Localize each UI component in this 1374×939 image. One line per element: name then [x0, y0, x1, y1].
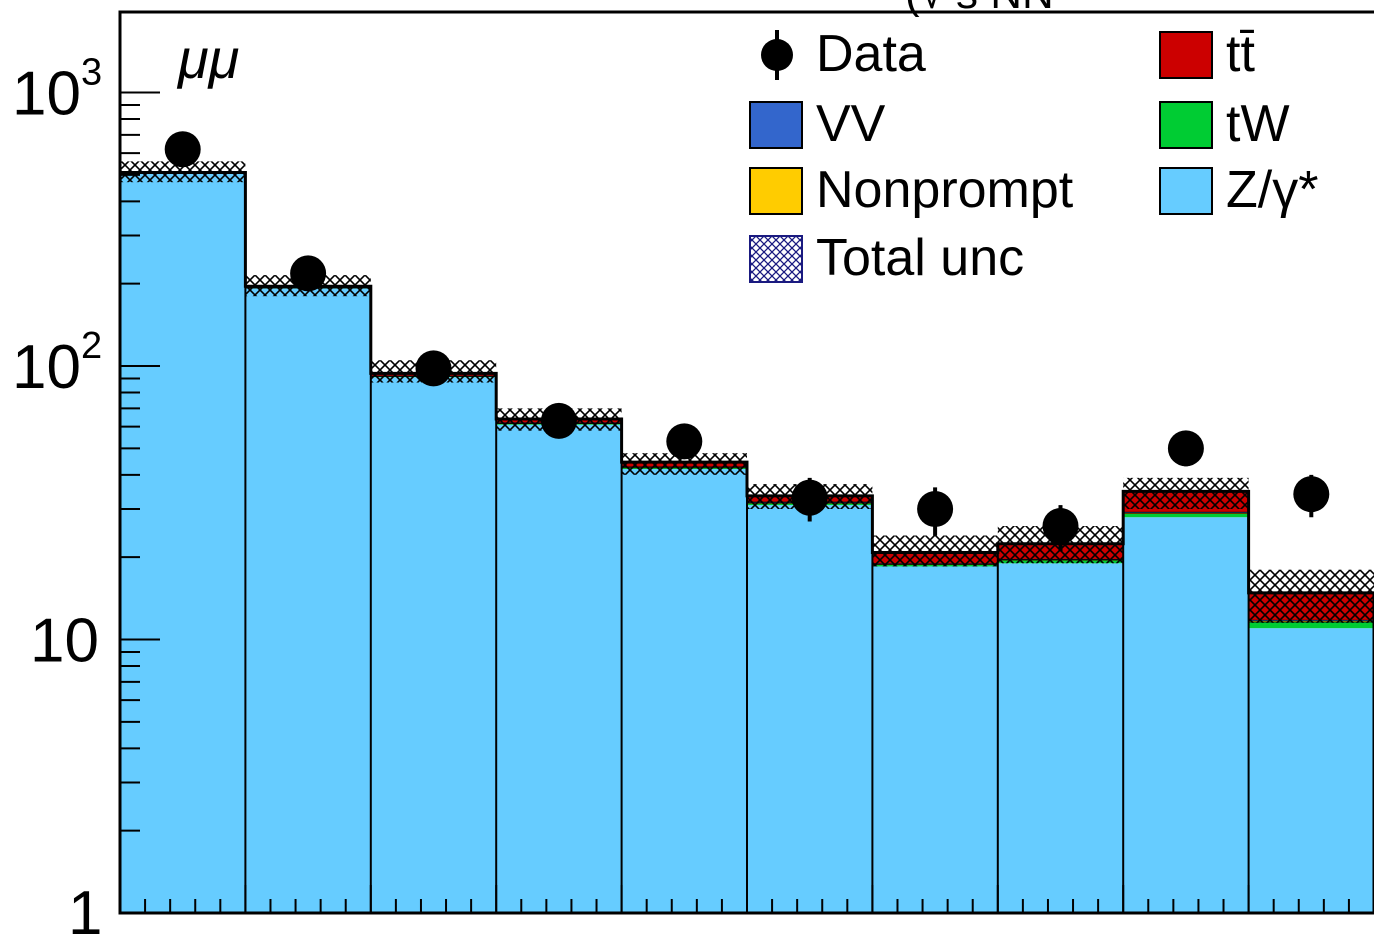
bar-zgamma-1	[245, 288, 371, 913]
unc-band-6	[872, 535, 998, 567]
data-point-0	[164, 131, 201, 168]
legend-data-marker	[761, 39, 793, 71]
unc-band-4	[621, 453, 747, 475]
bar-zgamma-9	[1248, 628, 1374, 913]
bar-zgamma-2	[370, 377, 497, 913]
y-tick-exponent: 3	[81, 52, 102, 94]
legend-label-tw: tW	[1226, 95, 1290, 153]
legend-label-unc: Total unc	[816, 229, 1024, 287]
bar-zgamma-0	[120, 173, 246, 913]
y-tick-label: 10	[12, 333, 81, 402]
bar-tw-9	[1248, 621, 1374, 629]
legend-swatch-tw	[1159, 101, 1213, 149]
unc-band-8	[1123, 477, 1249, 510]
top-clipped-text: (√ s NN	[905, 0, 1054, 18]
legend-label-zgamma: Z/γ*	[1226, 161, 1318, 219]
bar-zgamma-6	[872, 566, 998, 913]
legend-swatch-nonprompt	[749, 167, 803, 215]
bar-zgamma-4	[621, 469, 747, 913]
y-tick-exponent: 2	[81, 325, 102, 367]
bar-zgamma-7	[997, 563, 1124, 913]
bar-zgamma-8	[1123, 517, 1249, 913]
legend-swatch-unc	[749, 235, 803, 283]
channel-label: μμ	[176, 27, 239, 90]
legend-entry-ttbar: tt̄	[1159, 25, 1255, 83]
legend-label-nonprompt: Nonprompt	[816, 161, 1074, 219]
legend: Data tt̄ VV tW Nonprompt Z/γ* Total unc	[749, 25, 1318, 287]
legend-entry-vv: VV	[749, 95, 886, 153]
legend-entry-tw: tW	[1159, 95, 1290, 153]
bar-zgamma-5	[747, 505, 873, 913]
data-point-4	[666, 423, 703, 460]
legend-swatch-zgamma	[1159, 167, 1213, 215]
y-tick-label: 1	[68, 879, 102, 939]
data-point-7	[1042, 508, 1079, 545]
legend-swatch-vv	[749, 101, 803, 149]
legend-entry-unc: Total unc	[749, 229, 1024, 287]
bar-zgamma-3	[496, 424, 622, 913]
legend-entry-zgamma: Z/γ*	[1159, 161, 1318, 219]
plot-frame	[118, 10, 1374, 915]
data-point-8	[1167, 430, 1204, 467]
legend-label-ttbar: tt̄	[1226, 25, 1255, 83]
y-tick-label: 10	[12, 60, 81, 129]
legend-label-vv: VV	[816, 95, 886, 153]
data-point-3	[540, 402, 577, 439]
data-point-2	[415, 350, 452, 387]
legend-swatch-ttbar	[1159, 31, 1213, 79]
legend-label-data: Data	[816, 25, 926, 83]
data-point-6	[917, 491, 954, 528]
data-point-5	[791, 479, 828, 516]
unc-band-9	[1248, 569, 1374, 623]
y-tick-label: 10	[30, 607, 99, 676]
legend-entry-data: Data	[761, 25, 926, 83]
bar-tw-8	[1123, 513, 1249, 518]
legend-entry-nonprompt: Nonprompt	[749, 161, 1074, 219]
data-point-9	[1293, 476, 1330, 513]
data-point-1	[290, 255, 327, 292]
